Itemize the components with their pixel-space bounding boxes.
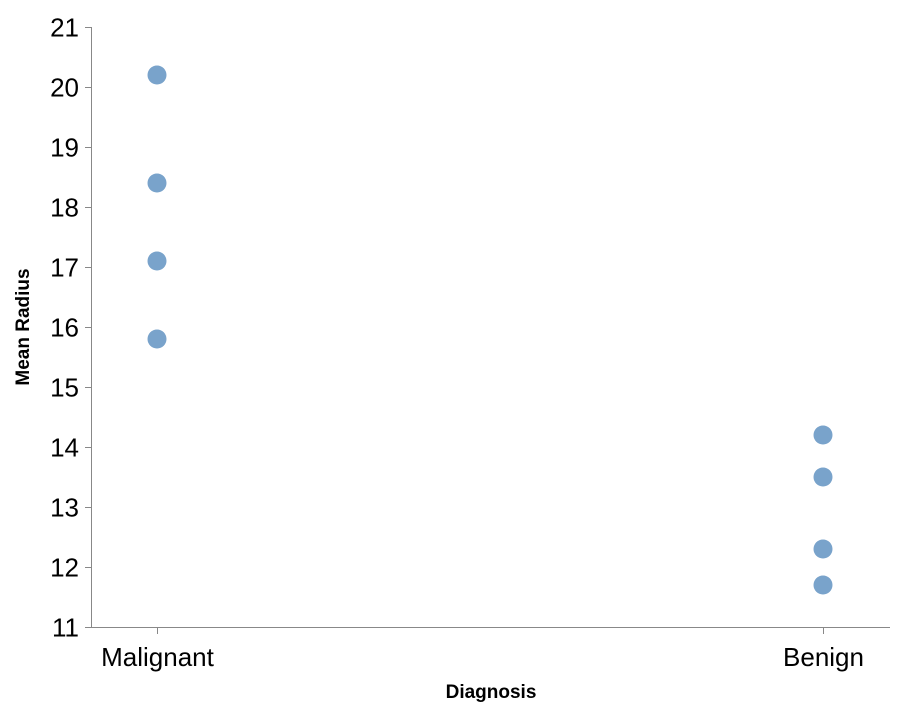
x-axis: Malignant Benign [91,627,890,672]
y-tick-label: 13 [50,493,79,523]
y-tick-label: 11 [52,613,79,643]
data-point [813,467,833,487]
x-axis-title: Diagnosis [446,682,537,703]
data-point [147,173,167,193]
data-point [147,251,167,271]
data-points [147,65,833,595]
y-axis-title: Mean Radius [13,268,34,385]
y-tick-label: 19 [50,133,79,163]
x-tick-label: Benign [783,642,864,672]
y-tick-label: 20 [50,73,79,103]
y-tick-label: 15 [50,373,79,403]
y-tick-label: 16 [50,313,79,343]
data-point [147,65,167,85]
y-tick-label: 17 [50,253,79,283]
y-tick-label: 14 [50,433,79,463]
data-point [147,329,167,349]
y-tick-label: 12 [50,553,79,583]
y-axis: 11 12 13 14 15 16 17 18 19 20 21 [50,13,92,643]
data-point [813,539,833,559]
y-tick-label: 21 [50,13,79,43]
y-tick-label: 18 [50,193,79,223]
data-point [813,575,833,595]
x-tick-label: Malignant [101,642,215,672]
data-point [813,425,833,445]
